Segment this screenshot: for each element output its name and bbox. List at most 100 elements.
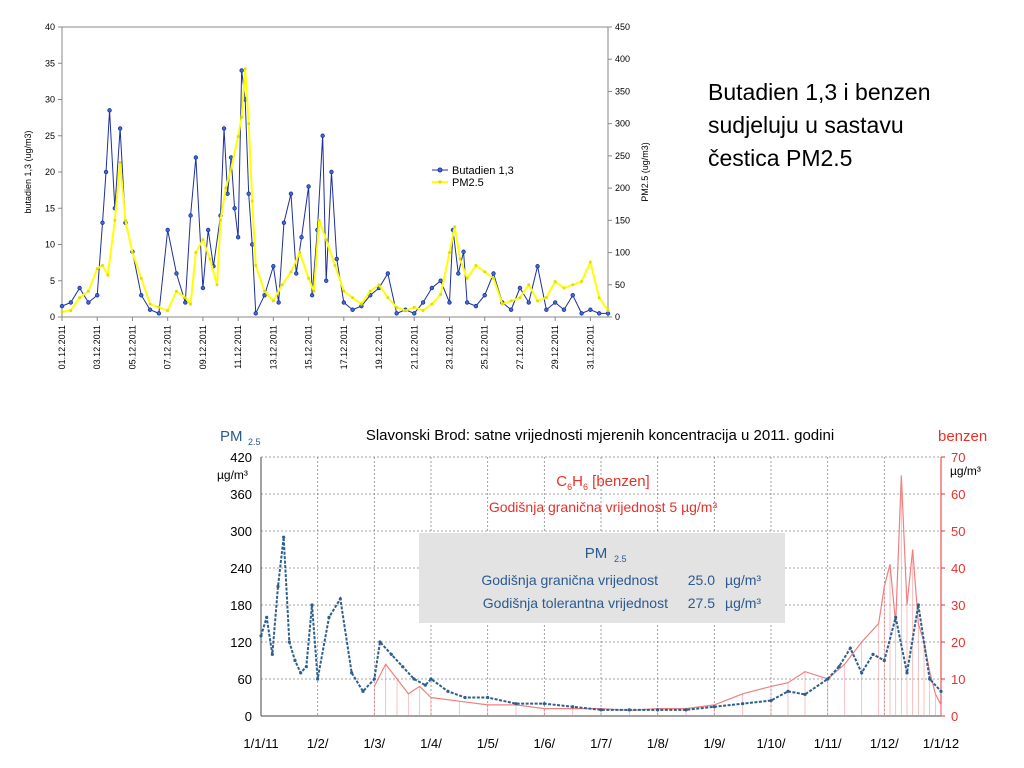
right-axis-tick-label: 10 (951, 672, 965, 687)
butadien-point (438, 278, 443, 283)
butadien-point (59, 303, 65, 309)
slide-text-line-2: sudjeluju u sastavu (708, 112, 904, 138)
pm25-point (465, 277, 469, 280)
pm25-point (423, 683, 427, 687)
butadien-point (473, 303, 479, 309)
x-axis-tick-label: 27.12.2011 (515, 325, 525, 369)
pm25-point (377, 283, 381, 287)
left-axis-tick-label: 180 (230, 598, 252, 613)
pm25-point (446, 689, 450, 693)
butadien-point (68, 300, 74, 305)
right-axis-tick-label: 450 (615, 22, 630, 32)
butadien-point (165, 227, 170, 233)
pm25-point (429, 677, 433, 681)
butadien-point (103, 169, 109, 175)
pm25-point (606, 309, 610, 312)
pm25-point (338, 597, 342, 601)
pm25-point (224, 186, 228, 190)
butadien-point (420, 300, 426, 305)
pm25-point (492, 277, 495, 280)
right-axis-tick-label: 30 (951, 598, 965, 613)
right-axis-tick-label: 20 (951, 635, 965, 650)
right-axis-tick-label: 350 (615, 86, 630, 96)
butadien-point (200, 285, 206, 291)
x-axis-tick-label: 1/10/ (757, 736, 786, 751)
pm25-point (350, 671, 354, 675)
x-axis-tick-label: 1/7/ (590, 736, 612, 751)
butadien-point (605, 311, 611, 316)
pm25-point (316, 677, 320, 681)
pm25-point (131, 251, 134, 254)
butadien-point (323, 278, 329, 283)
right-axis-unit: µg/m³ (950, 464, 981, 478)
butadien-point (86, 300, 91, 305)
butadien-point (250, 242, 255, 247)
x-axis-tick-label: 1/4/ (420, 736, 442, 751)
right-axis-tick-label: 150 (615, 215, 630, 225)
butadien-point (139, 293, 144, 298)
chart2-title: Slavonski Brod: satne vrijednosti mjeren… (366, 427, 834, 444)
pm25-point (317, 219, 321, 222)
pm25-point (298, 251, 302, 254)
pm25-point (571, 705, 575, 709)
pm25-point (276, 584, 280, 589)
x-axis-tick-label: 05.12.2011 (127, 325, 137, 369)
pm25-point (215, 283, 219, 287)
pm25-point (201, 238, 205, 241)
butadien-pm25-december-chart: 0510152025303540050100150200250300350400… (23, 22, 650, 369)
pm25-point (282, 535, 286, 539)
butadien-point (526, 300, 531, 305)
x-axis-tick-label: 23.12.2011 (444, 325, 454, 369)
x-axis-tick-label: 1/2/ (307, 736, 329, 751)
pm25-point (474, 264, 478, 267)
pm25-point (157, 306, 161, 309)
butadien-point (535, 264, 540, 269)
butadien-point (276, 300, 281, 305)
right-axis-label: PM2.5 (ug/m3) (640, 142, 650, 202)
legend-butadien-label: Butadien 1,3 (452, 165, 514, 177)
pm25-point (589, 260, 592, 264)
pm25-point (389, 652, 393, 656)
benzen-formula-subscript: 6 (583, 482, 588, 492)
butadien-point (246, 191, 251, 196)
left-axis-tick-label: 0 (245, 709, 252, 724)
left-axis-tick-label: 360 (230, 487, 252, 502)
butadien-point (329, 169, 334, 175)
x-axis-tick-label: 03.12.2011 (92, 325, 102, 369)
right-axis-tick-label: 70 (951, 450, 965, 465)
butadien-point (570, 293, 575, 298)
pm25-point (236, 135, 240, 138)
pm25-point (194, 251, 198, 254)
benzen-formula-text: C6H6 [benzen] (556, 473, 649, 492)
pm25-point (183, 296, 187, 299)
pm25-point (265, 615, 269, 619)
x-axis-tick-label: 31.12.2011 (585, 325, 595, 369)
pm25-point (712, 705, 716, 709)
butadien-point (205, 227, 211, 233)
left-axis-tick-label: 10 (45, 240, 55, 250)
butadien-point (281, 220, 287, 225)
pm25-point (372, 677, 376, 681)
right-axis-tick-label: 400 (615, 54, 630, 64)
left-axis-tick-label: 30 (45, 95, 55, 105)
pm25-point (95, 267, 99, 270)
right-axis-tick-label: 50 (951, 524, 965, 539)
pm25-point (333, 264, 337, 267)
pm25-box-title-subscript: 2.5 (614, 554, 627, 564)
right-axis-tick-label: 0 (951, 709, 958, 724)
x-axis-tick-label: 25.12.2011 (480, 325, 490, 369)
x-axis-tick-label: 1/1/11 (243, 736, 278, 751)
butadien-point (552, 300, 558, 305)
butadien-point (232, 206, 237, 211)
butadien-point (221, 126, 227, 131)
pm25-point (78, 296, 81, 299)
pm25-point (509, 299, 513, 303)
pm25-point (106, 273, 110, 277)
slide-body-text: Butadien 1,3 i benzen sudjeluju u sastav… (708, 76, 1008, 175)
pm25-point (289, 270, 293, 274)
butadien-point (95, 293, 100, 298)
pm25-limit-label: Godišnja granična vrijednost (481, 572, 658, 588)
pm25-point (113, 219, 117, 222)
pm25-limit-value: 25.0 (688, 572, 715, 588)
pm25-point (240, 115, 243, 119)
